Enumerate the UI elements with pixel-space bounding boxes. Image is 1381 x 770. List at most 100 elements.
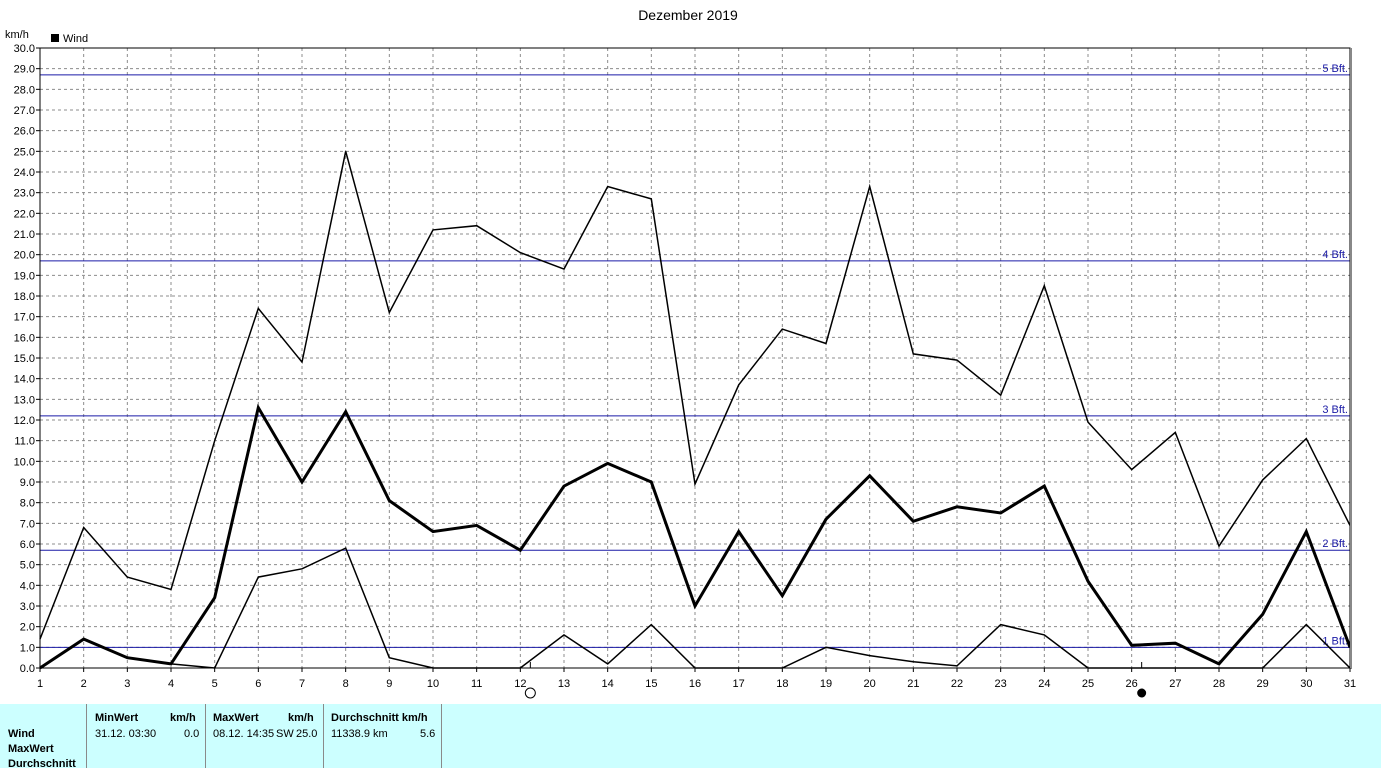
max-direction: SW: [276, 728, 294, 740]
x-tick-label: 22: [951, 678, 963, 690]
x-tick-label: 15: [645, 678, 657, 690]
y-tick-label: 4.0: [20, 580, 35, 592]
avg-header: Durchschnitt km/h: [331, 712, 428, 724]
y-tick-label: 16.0: [14, 332, 35, 344]
y-tick-label: 21.0: [14, 229, 35, 241]
row-label-max: MaxWert: [8, 743, 54, 755]
y-tick-label: 8.0: [20, 498, 35, 510]
x-tick-label: 11: [471, 678, 482, 690]
y-tick-label: 13.0: [14, 394, 35, 406]
y-tick-label: 19.0: [14, 270, 35, 282]
series-line: [39, 403, 1352, 670]
legend-swatch: [51, 34, 59, 42]
min-column: MinWert km/h 31.12. 03:30 0.0: [86, 704, 205, 768]
y-tick-label: 29.0: [14, 64, 35, 76]
y-tick-label: 28.0: [14, 84, 35, 96]
y-tick-labels: 0.0 1.0 2.0 3.0 4.0 5.0 6.0 7.0 8.0 9.0 10.0 11.0 12…: [14, 43, 35, 675]
x-tick-label: 21: [907, 678, 919, 690]
y-tick-label: 18.0: [14, 291, 35, 303]
x-tick-label: 31: [1344, 678, 1356, 690]
beaufort-label: 5 Bft.: [1322, 63, 1348, 75]
x-tick-label: 2: [81, 678, 87, 690]
x-tick-label: 9: [386, 678, 392, 690]
x-tick-label: 14: [602, 678, 614, 690]
full-moon-icon: [524, 687, 536, 699]
max-header: MaxWert: [213, 712, 259, 724]
panel-divider: [441, 704, 443, 768]
series-line: [39, 151, 1351, 640]
grid: [40, 48, 1350, 668]
x-tick-label: 5: [212, 678, 218, 690]
chart-title: Dezember 2019: [638, 7, 738, 23]
x-tick-label: 18: [776, 678, 788, 690]
min-header: MinWert: [95, 712, 139, 724]
y-tick-label: 11.0: [14, 436, 35, 448]
x-tick-label: 17: [733, 678, 745, 690]
beaufort-lines: 1 Bft. 2 Bft. 3 Bft. 4 Bft. 5 Bft.: [40, 63, 1350, 648]
min-value: 0.0: [184, 728, 200, 740]
min-time: 31.12. 03:30: [95, 728, 157, 740]
y-tick-label: 10.0: [14, 456, 35, 468]
y-tick-label: 1.0: [20, 642, 35, 654]
y-tick-label: 5.0: [20, 560, 35, 572]
y-tick-label: 9.0: [20, 477, 35, 489]
y-tick-label: 22.0: [14, 208, 35, 220]
x-tick-label: 26: [1126, 678, 1138, 690]
beaufort-label: 1 Bft.: [1322, 635, 1348, 647]
x-tick-label: 25: [1082, 678, 1094, 690]
x-tick-label: 16: [689, 678, 701, 690]
x-tick-labels: 1 2 3 4 5 6 7 8 9 10 11 12 13 14 15 16 17 18 19 20 21 22 23 24 2…: [37, 678, 1356, 690]
y-tick-label: 27.0: [14, 105, 35, 117]
x-tick-label: 28: [1213, 678, 1225, 690]
y-tick-label: 7.0: [20, 518, 35, 530]
y-tick-label: 12.0: [14, 415, 35, 427]
max-time: 08.12. 14:35: [213, 728, 275, 740]
y-tick-label: 26.0: [14, 126, 35, 138]
legend-label: Wind: [63, 33, 88, 45]
y-tick-label: 2.0: [20, 622, 35, 634]
new-moon-icon: [1137, 688, 1147, 698]
y-tick-label: 3.0: [20, 601, 35, 613]
y-tick-label: 24.0: [14, 167, 35, 179]
x-tick-label: 30: [1300, 678, 1312, 690]
x-tick-label: 29: [1257, 678, 1269, 690]
y-tick-label: 25.0: [14, 146, 35, 158]
moon-phases: [524, 662, 1147, 699]
y-tick-label: 0.0: [20, 663, 35, 675]
x-tick-label: 19: [820, 678, 832, 690]
y-tick-label: 15.0: [14, 353, 35, 365]
max-value: 25.0: [296, 728, 318, 740]
beaufort-label: 4 Bft.: [1322, 249, 1348, 261]
x-tick-label: 6: [255, 678, 261, 690]
x-tick-label: 3: [124, 678, 130, 690]
y-axis-unit: km/h: [5, 29, 29, 41]
avg-value: 5.6: [420, 728, 436, 740]
x-tick-label: 12: [514, 678, 526, 690]
y-tick-label: 14.0: [14, 374, 35, 386]
y-tick-label: 17.0: [14, 312, 35, 324]
y-tick-label: 23.0: [14, 188, 35, 200]
x-tick-label: 8: [343, 678, 349, 690]
x-tick-label: 1: [37, 678, 43, 690]
x-tick-label: 24: [1038, 678, 1050, 690]
max-column: MaxWert km/h 08.12. 14:35 SW 25.0: [205, 704, 323, 768]
y-tick-label: 6.0: [20, 539, 35, 551]
x-tick-label: 20: [864, 678, 876, 690]
y-tick-label: 20.0: [14, 250, 35, 262]
x-tick-label: 27: [1169, 678, 1181, 690]
beaufort-label: 3 Bft.: [1322, 404, 1348, 416]
avg-column: Durchschnitt km/h 11338.9 km 5.6: [323, 704, 442, 768]
row-label-wind: Wind: [8, 728, 35, 740]
avg-distance: 11338.9 km: [331, 728, 388, 740]
x-tick-label: 7: [299, 678, 305, 690]
beaufort-label: 2 Bft.: [1322, 538, 1348, 550]
min-unit: km/h: [170, 712, 196, 724]
x-tick-label: 23: [995, 678, 1007, 690]
max-unit: km/h: [288, 712, 314, 724]
x-tick-label: 13: [558, 678, 570, 690]
wind-chart: Dezember 2019 km/h Wind 1 Bft. 2 Bft. 3 Bf…: [5, 7, 1356, 699]
axes: [36, 47, 1352, 672]
y-tick-label: 30.0: [14, 43, 35, 55]
x-tick-label: 10: [427, 678, 439, 690]
x-tick-label: 4: [168, 678, 174, 690]
